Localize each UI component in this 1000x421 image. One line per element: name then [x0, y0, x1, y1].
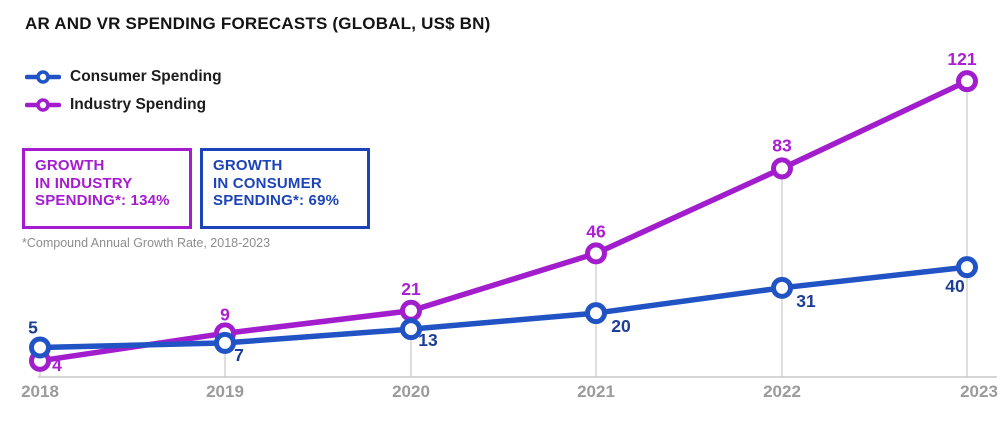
industry-line-marker-icon: [25, 98, 61, 112]
legend: Consumer Spending Industry Spending: [25, 66, 222, 122]
data-label-industry-2018: 4: [52, 355, 62, 375]
callout-line: SPENDING*: 134%: [35, 192, 170, 209]
data-point-consumer-2023: [956, 256, 978, 279]
growth-callouts: GROWTH IN INDUSTRY SPENDING*: 134% GROWT…: [22, 148, 370, 229]
industry-growth-callout: GROWTH IN INDUSTRY SPENDING*: 134%: [22, 148, 192, 229]
x-tick-label-2023: 2023: [960, 382, 998, 401]
legend-item-industry: Industry Spending: [25, 94, 222, 116]
data-label-industry-2023: 121: [947, 49, 976, 69]
data-label-industry-2022: 83: [772, 135, 792, 155]
x-tick-label-2020: 2020: [392, 382, 430, 401]
data-point-industry-2021: [585, 242, 607, 265]
data-point-consumer-2020: [400, 318, 422, 341]
consumer-growth-callout: GROWTH IN CONSUMER SPENDING*: 69%: [200, 148, 370, 229]
chart-title: AR AND VR SPENDING FORECASTS (GLOBAL, US…: [25, 14, 491, 33]
callout-line: GROWTH: [35, 157, 105, 174]
series-line-industry: [37, 78, 970, 364]
series-line-consumer: [37, 264, 970, 351]
footnote: *Compound Annual Growth Rate, 2018-2023: [22, 236, 271, 250]
x-tick-label-2018: 2018: [21, 382, 59, 401]
callout-line: IN INDUSTRY: [35, 174, 133, 192]
data-label-industry-2019: 9: [220, 304, 230, 324]
x-tick-label-2019: 2019: [206, 382, 244, 401]
data-label-industry-2020: 21: [401, 279, 421, 299]
data-point-consumer-2021: [585, 302, 607, 325]
data-point-industry-2022: [771, 157, 793, 180]
x-tick-label-2021: 2021: [577, 382, 615, 401]
callout-line: IN CONSUMER: [213, 174, 322, 192]
data-label-consumer-2021: 20: [611, 316, 631, 336]
data-label-consumer-2022: 31: [796, 291, 816, 311]
callout-line: GROWTH: [213, 157, 283, 174]
data-point-consumer-2022: [771, 276, 793, 299]
data-point-consumer-2018: [29, 336, 51, 359]
data-label-consumer-2020: 13: [418, 330, 438, 350]
x-tick-label-2022: 2022: [763, 382, 801, 401]
callout-line: SPENDING*: 69%: [213, 192, 340, 209]
consumer-line-marker-icon: [25, 70, 61, 84]
legend-label-industry: Industry Spending: [70, 96, 207, 113]
legend-label-consumer: Consumer Spending: [70, 68, 222, 85]
data-point-industry-2023: [956, 70, 978, 93]
data-label-consumer-2019: 7: [234, 345, 244, 365]
data-point-consumer-2019: [214, 331, 236, 354]
data-label-consumer-2018: 5: [28, 318, 38, 338]
data-label-consumer-2023: 40: [945, 276, 965, 296]
data-label-industry-2021: 46: [586, 221, 606, 241]
legend-item-consumer: Consumer Spending: [25, 66, 222, 88]
data-point-industry-2020: [400, 299, 422, 322]
